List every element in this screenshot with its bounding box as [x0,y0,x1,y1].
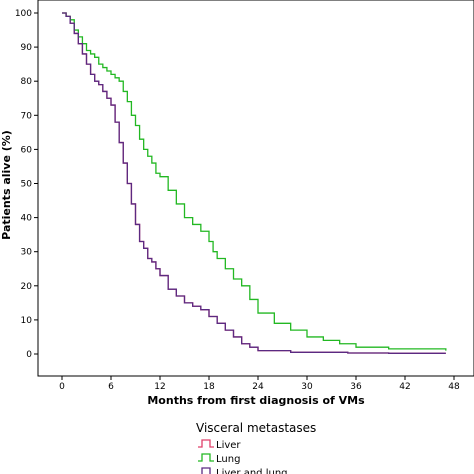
x-tick-label: 0 [59,382,65,392]
x-axis: 0 6 12 18 24 30 36 42 48 [59,376,460,392]
legend-label: Liver [216,440,241,451]
x-tick-label: 36 [350,382,362,392]
y-tick-label: 30 [21,248,33,258]
y-tick-label: 60 [21,145,33,155]
x-tick-label: 12 [154,382,165,392]
y-tick-label: 50 [21,180,33,190]
legend-marker [201,467,211,474]
x-tick-label: 48 [448,382,460,392]
series-line-liver-and-lung [62,12,446,354]
x-tick-label: 18 [203,382,215,392]
x-tick-label: 24 [252,382,264,392]
y-tick-label: 10 [21,316,33,326]
y-tick-label: 90 [21,43,33,53]
legend-label: Lung [216,454,240,465]
y-tick-label: 40 [21,214,33,224]
y-tick-label: 80 [21,77,33,87]
x-tick-label: 6 [108,382,114,392]
y-tick-label: 100 [15,9,32,19]
y-axis-title: Patients alive (%) [0,130,13,240]
legend-marker [198,453,214,462]
y-tick-label: 20 [21,282,33,292]
x-axis-title: Months from first diagnosis of VMs [147,394,365,407]
legend-title: Visceral metastases [196,421,316,435]
plot-frame [37,0,474,377]
legend: Visceral metastases Liver Lung Liver and l… [196,421,316,474]
plot-area [37,0,474,377]
legend-label: Liver and lung [216,468,288,474]
y-axis: 0 10 20 30 40 50 60 70 80 90 100 [15,9,38,360]
x-tick-label: 42 [399,382,410,392]
x-tick-label: 30 [301,382,313,392]
series-line-lung [62,12,447,351]
series-group [62,12,447,354]
y-tick-label: 70 [21,111,33,121]
y-tick-label: 0 [26,350,32,360]
legend-marker [198,439,214,448]
